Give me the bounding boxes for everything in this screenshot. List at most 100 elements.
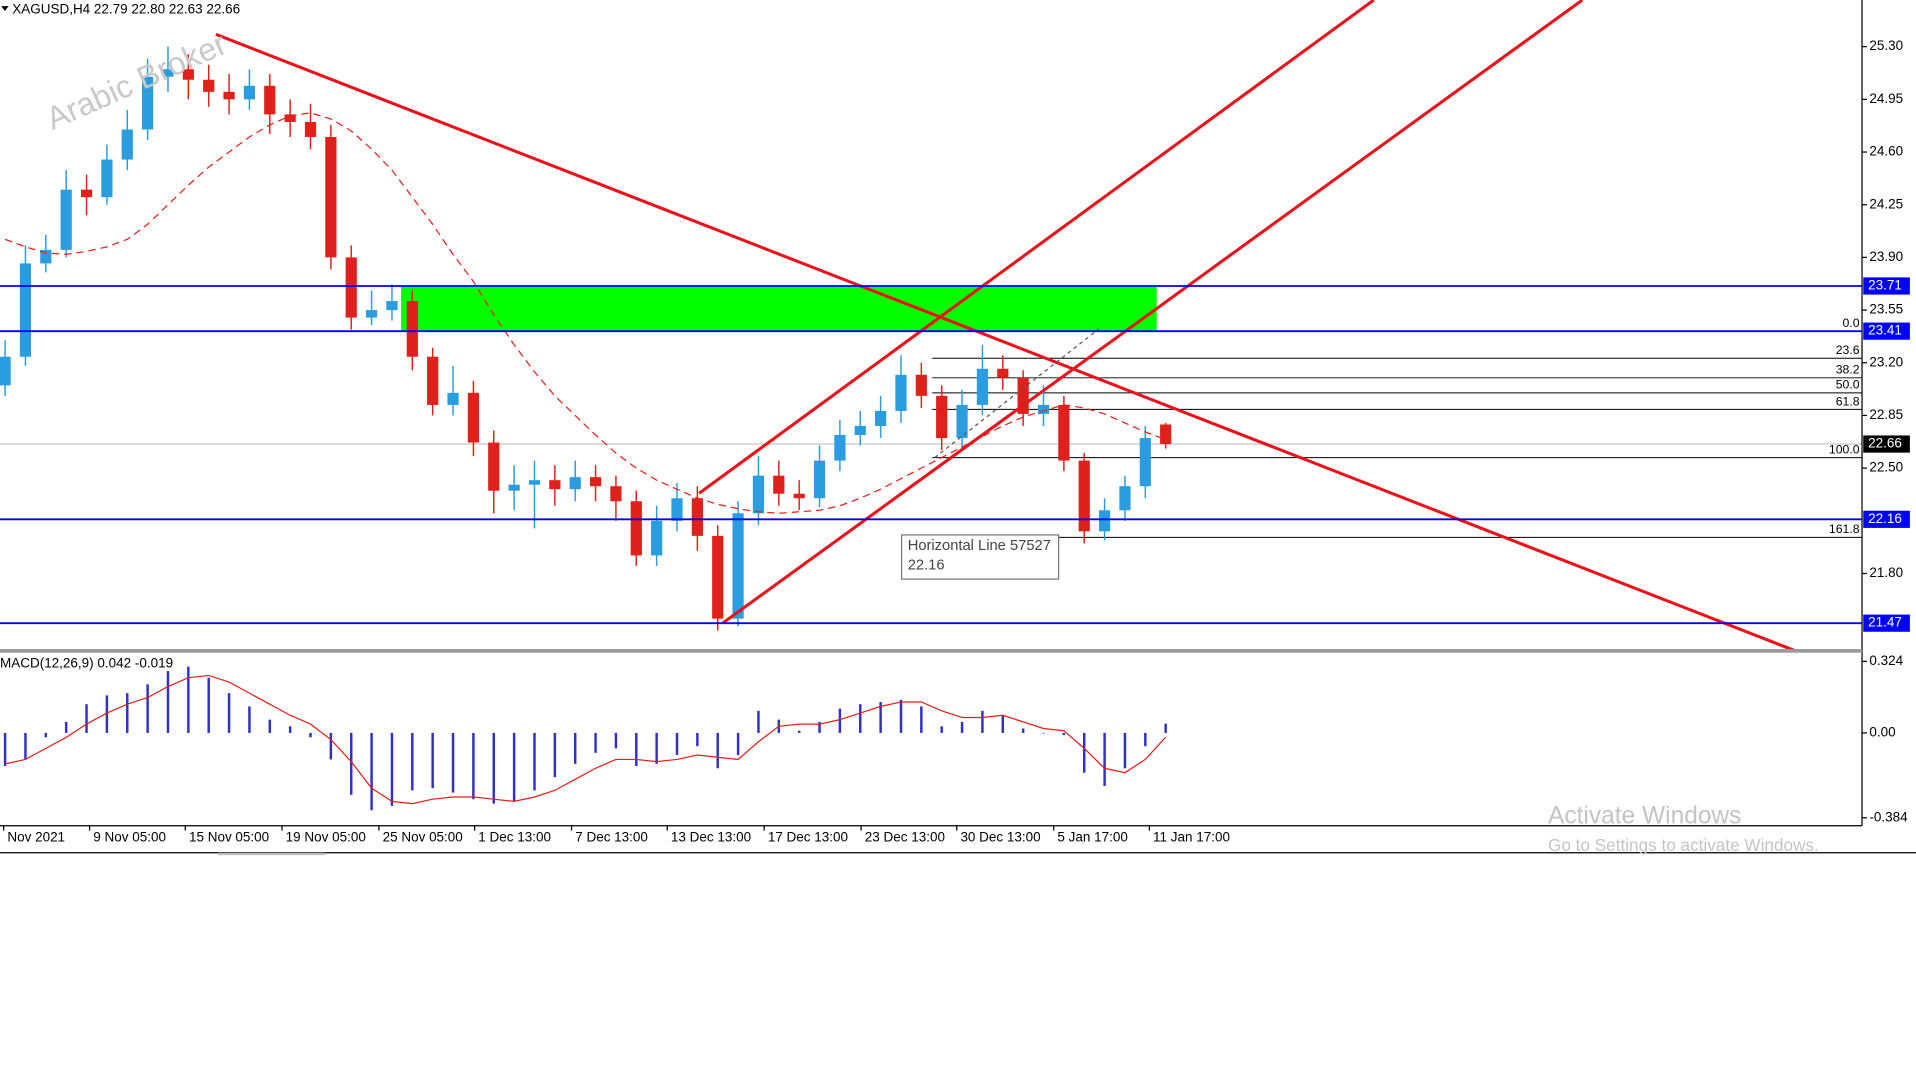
tooltip-box: [900, 534, 1060, 580]
candle-body: [121, 129, 133, 160]
activate-subtitle: Go to Settings to activate Windows.: [1548, 835, 1819, 855]
supply-zone: [401, 285, 1157, 332]
activate-title: Activate Windows: [1548, 803, 1741, 830]
macd-bar: [533, 732, 536, 791]
horizontal-line-label: 23.71: [1868, 278, 1902, 293]
candle-body: [467, 392, 479, 443]
macd-bar: [187, 666, 190, 733]
macd-bar: [1123, 732, 1127, 769]
macd-bar: [655, 732, 658, 764]
y-tick-label: 24.25: [1869, 196, 1903, 211]
candle-body: [589, 477, 602, 487]
y-tick-label: 24.60: [1869, 144, 1903, 159]
candle-body: [19, 263, 32, 357]
macd-bar: [981, 710, 984, 733]
candle-body: [1160, 424, 1172, 445]
candle-body: [773, 475, 785, 494]
front-layer: 25.30 24.95 24.60 24.25 23.90 23.55 23.20 22.85…: [0, 38, 1910, 845]
y-tick-label: 25.30: [1869, 38, 1903, 53]
y-tick-label: 22.85: [1869, 407, 1903, 422]
macd-bar: [696, 732, 699, 747]
fib-label: 0.0: [1843, 316, 1860, 330]
menu-arrow: [1, 6, 9, 12]
macd-bar: [573, 732, 577, 764]
candle-body: [60, 189, 72, 250]
candle-body: [223, 91, 235, 100]
macd-bar: [512, 732, 516, 802]
macd-bar: [716, 732, 719, 769]
horizontal-line-box: [1863, 322, 1910, 340]
candle-body: [691, 498, 703, 536]
candle-body: [936, 395, 948, 439]
y-tick-label: 23.90: [1869, 249, 1903, 264]
x-tick-label: 1 Dec 13:00: [478, 830, 551, 845]
current-price-box: [1863, 435, 1910, 453]
macd-bar: [207, 677, 210, 733]
macd-bar: [492, 732, 495, 804]
macd-title: MACD(12,26,9) 0.042 -0.019: [0, 655, 173, 670]
candle-body: [732, 513, 744, 619]
macd-bar: [451, 732, 455, 793]
macd-bar: [1001, 715, 1005, 733]
macd-bar: [248, 706, 251, 733]
macd-bar: [370, 732, 373, 811]
candle-body: [895, 374, 907, 411]
x-tick-label: 25 Nov 05:00: [383, 830, 463, 845]
x-tick-label: 17 Dec 13:00: [768, 830, 848, 845]
candle-body: [1058, 404, 1070, 461]
horizontal-line-box: [1863, 277, 1910, 295]
macd-bar: [288, 726, 292, 733]
macd-bar: [24, 732, 27, 760]
candle-body: [365, 310, 378, 318]
macd-bar: [390, 732, 394, 806]
macd-bar: [818, 721, 821, 733]
candle-body: [0, 356, 11, 386]
candle-body: [101, 159, 113, 198]
candle-body: [834, 435, 846, 461]
candle-body: [304, 121, 317, 137]
x-tick-label: 13 Dec 13:00: [671, 830, 751, 845]
candle-body: [671, 498, 683, 521]
macd-bar: [879, 701, 882, 733]
y-tick-label: 23.55: [1869, 302, 1903, 317]
candle-body: [976, 368, 989, 405]
macd-bar: [736, 732, 740, 756]
x-tick-label: 11 Jan 17:00: [1153, 830, 1230, 845]
data-layer: [0, 46, 1172, 811]
candle-body: [651, 520, 663, 556]
x-tick-label: 23 Dec 13:00: [865, 830, 945, 845]
macd-bar: [1164, 723, 1167, 733]
fib-label: 61.8: [1836, 394, 1860, 408]
x-tick-label: 7 Dec 13:00: [575, 830, 648, 845]
macd-bar: [797, 730, 801, 733]
fib-label: 50.0: [1836, 378, 1860, 392]
macd-y-tick-label: 0.00: [1869, 724, 1895, 739]
macd-bar: [44, 732, 48, 738]
candle-body: [1037, 404, 1050, 414]
candle-body: [793, 493, 805, 499]
candle-body: [345, 257, 357, 318]
candle-body: [284, 114, 296, 122]
y-tick-label: 24.95: [1869, 91, 1903, 106]
candle-body: [488, 442, 500, 491]
zone-layer: [401, 285, 1157, 332]
macd-bar: [920, 706, 923, 733]
macd-bar: [1042, 732, 1045, 734]
macd-bar: [1021, 728, 1025, 733]
candle-body: [264, 85, 276, 115]
candle-body: [813, 460, 826, 499]
candle-body: [80, 189, 93, 198]
macd-bar: [899, 699, 903, 733]
macd-bar: [614, 732, 618, 749]
candle-body: [854, 425, 866, 436]
candle-body: [610, 486, 622, 502]
macd-bar: [472, 732, 475, 800]
candle-body: [1139, 438, 1151, 487]
candle-body: [752, 475, 765, 514]
candle-body: [182, 69, 194, 80]
x-tick-label: 9 Nov 05:00: [93, 830, 166, 845]
candle-body: [508, 484, 520, 491]
trend-line: [215, 32, 1798, 653]
